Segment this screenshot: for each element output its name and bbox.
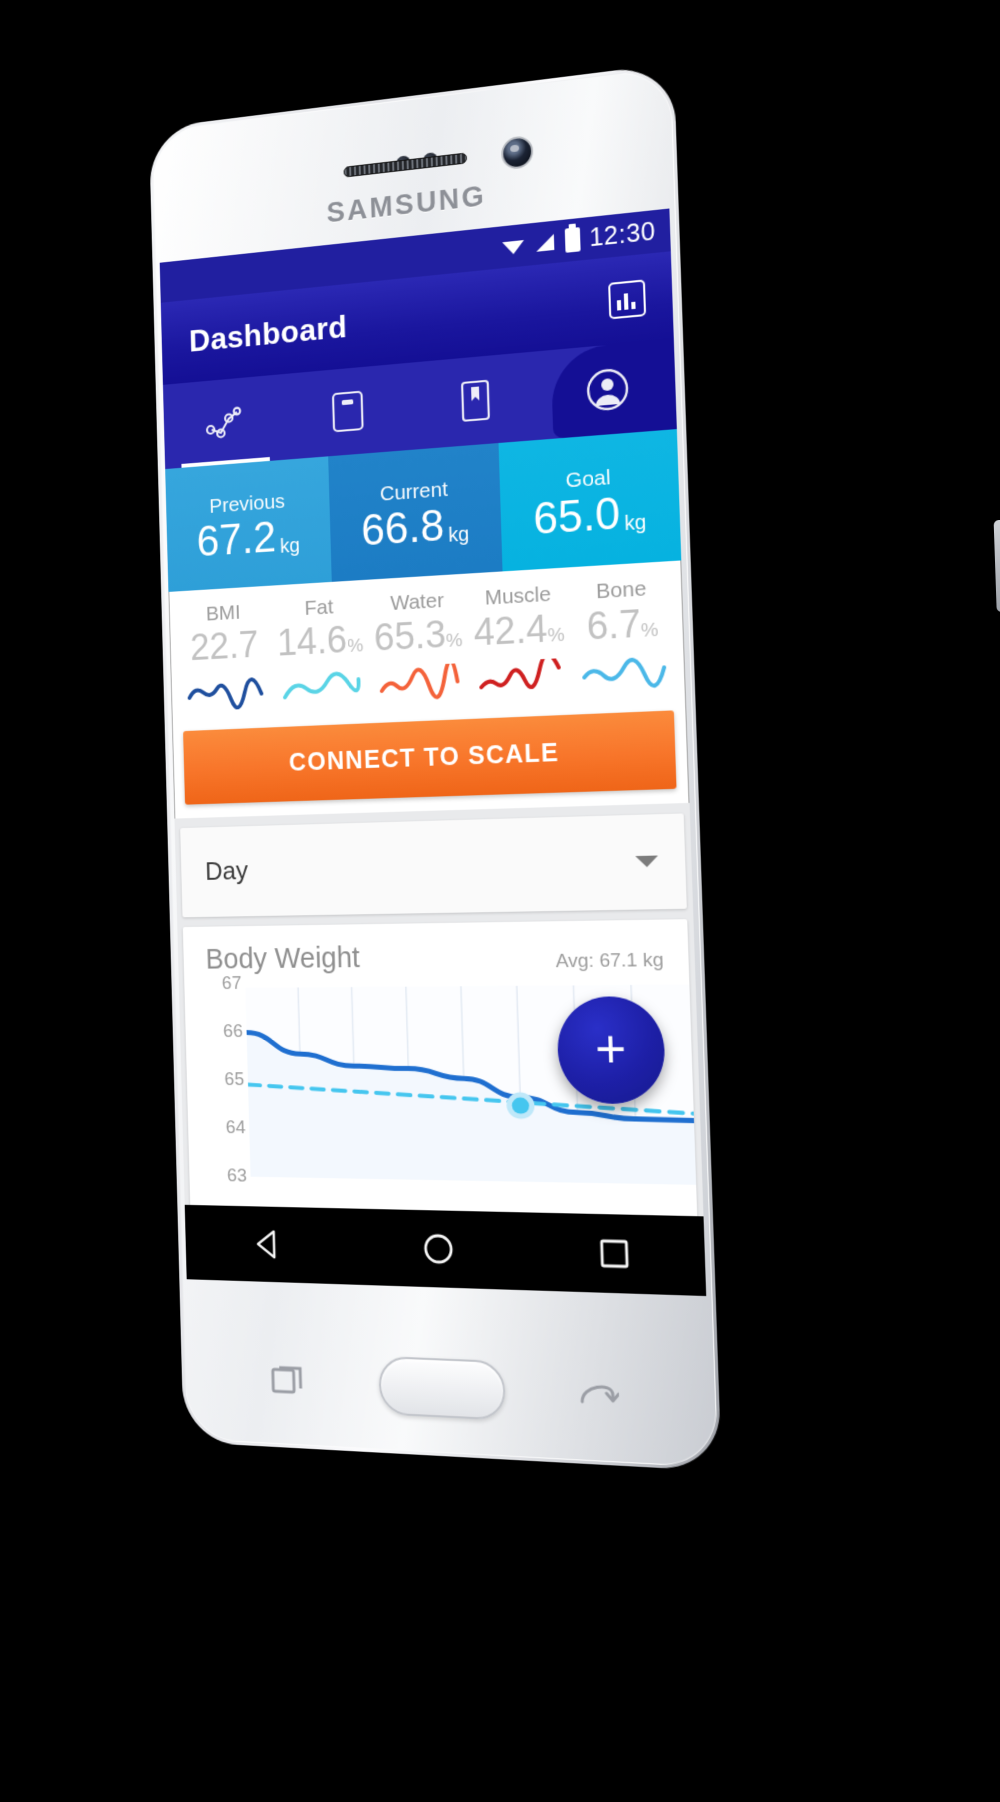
chart-header: Body Weight Avg: 67.1 kg xyxy=(183,938,689,985)
period-select[interactable]: Day xyxy=(180,813,687,918)
connect-to-scale-button[interactable]: CONNECT TO SCALE xyxy=(183,710,677,805)
phone-device: SAMSUNG 12:30 Dashboard xyxy=(148,63,722,1472)
tab-goals[interactable] xyxy=(410,351,543,450)
scale-icon xyxy=(331,390,365,434)
chart-y-axis: 67 66 65 64 63 xyxy=(201,973,247,1186)
dashboard-scroll-body: Day Body Weight Avg: 67.1 kg 67 66 65 64 63 xyxy=(174,802,705,1232)
metric-label: Fat xyxy=(304,595,334,620)
weight-card-value: 66.8 xyxy=(360,501,445,556)
back-icon[interactable] xyxy=(252,1227,285,1262)
metric-value: 6.7 xyxy=(586,602,642,649)
tab-profile[interactable] xyxy=(540,339,677,440)
power-button[interactable] xyxy=(993,519,1000,613)
metric-value: 14.6 xyxy=(276,619,348,665)
chart-y-tick: 64 xyxy=(225,1117,246,1139)
chart-y-tick: 66 xyxy=(222,1021,244,1042)
weight-card-value: 67.2 xyxy=(196,513,277,566)
metric-muscle[interactable]: Muscle 42.4% xyxy=(467,582,571,655)
chart-canvas[interactable] xyxy=(245,984,696,1184)
status-bar-clock: 12:30 xyxy=(588,216,657,252)
tab-scale[interactable] xyxy=(284,363,412,460)
chart-y-tick: 65 xyxy=(224,1069,245,1090)
chevron-down-icon xyxy=(635,855,659,868)
chart-plot-area[interactable]: 67 66 65 64 63 xyxy=(184,973,696,1199)
weight-card-label: Goal xyxy=(565,465,611,493)
recents-icon[interactable] xyxy=(598,1238,630,1270)
period-select-value: Day xyxy=(204,855,249,887)
metric-value: 42.4 xyxy=(473,608,549,655)
sparkline-muscle xyxy=(469,658,572,699)
sparkline-bmi xyxy=(178,672,273,711)
metric-label: Bone xyxy=(595,576,647,604)
physical-home-button[interactable] xyxy=(377,1355,506,1421)
weight-card-goal[interactable]: Goal 65.0 kg xyxy=(498,429,682,572)
sparkline-bone xyxy=(571,652,677,694)
metric-fat[interactable]: Fat 14.6% xyxy=(270,594,369,665)
metric-unit: % xyxy=(640,619,659,642)
metric-unit: % xyxy=(445,630,463,652)
metric-water[interactable]: Water 65.3% xyxy=(367,588,468,660)
metric-label: Muscle xyxy=(484,582,552,610)
metric-unit: % xyxy=(346,635,364,657)
wifi-icon xyxy=(502,240,525,256)
tab-bar xyxy=(162,339,677,470)
metric-bone[interactable]: Bone 6.7% xyxy=(569,575,676,649)
chart-title: Body Weight xyxy=(205,942,361,976)
scatter-graph-icon xyxy=(203,401,246,443)
battery-icon xyxy=(564,227,581,253)
metric-bmi[interactable]: BMI 22.7 xyxy=(176,599,272,669)
user-circle-icon xyxy=(584,365,630,413)
chart-average-label: Avg: 67.1 kg xyxy=(555,949,664,973)
metric-value: 22.7 xyxy=(189,624,260,669)
home-icon[interactable] xyxy=(422,1232,454,1265)
tab-trends[interactable] xyxy=(163,374,287,469)
bookmark-icon xyxy=(460,379,491,423)
metric-value: 65.3 xyxy=(373,613,447,660)
weight-card-current[interactable]: Current 66.8 kg xyxy=(328,443,503,582)
hw-recents-icon[interactable] xyxy=(271,1359,310,1397)
signal-icon xyxy=(535,233,555,252)
weight-card-previous[interactable]: Previous 67.2 kg xyxy=(165,456,332,592)
hw-back-icon[interactable] xyxy=(577,1374,619,1411)
weight-card-unit: kg xyxy=(279,534,301,558)
chart-y-tick: 67 xyxy=(221,973,242,994)
metric-unit: % xyxy=(547,624,565,647)
chart-y-tick: 63 xyxy=(226,1165,248,1187)
weight-card-unit: kg xyxy=(624,511,647,536)
body-weight-chart-card: Body Weight Avg: 67.1 kg 67 66 65 64 63 + xyxy=(182,919,698,1232)
status-bar: 12:30 xyxy=(159,208,671,303)
weight-card-label: Current xyxy=(379,477,449,506)
weight-card-value: 65.0 xyxy=(532,488,621,545)
sparkline-water xyxy=(369,663,470,704)
weight-card-unit: kg xyxy=(448,523,470,547)
metric-label: Water xyxy=(389,589,445,616)
front-camera-icon xyxy=(500,134,534,171)
phone-screen: 12:30 Dashboard xyxy=(159,208,707,1297)
sparkline-fat xyxy=(272,668,370,708)
page-title: Dashboard xyxy=(188,308,348,358)
stats-icon[interactable] xyxy=(608,279,647,320)
